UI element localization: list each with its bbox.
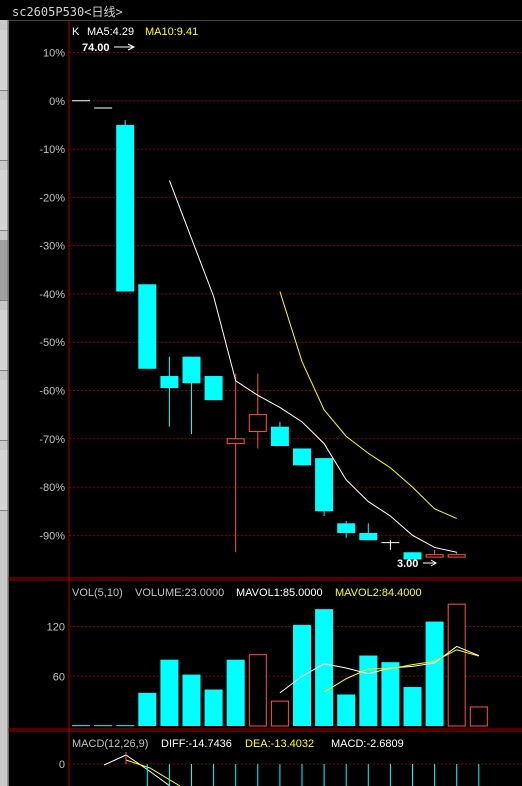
volume-bars	[72, 603, 488, 727]
candles	[72, 100, 466, 560]
dea-legend: DEA:-13.4032	[245, 738, 314, 750]
ma10-line	[279, 291, 457, 519]
tab-icon-3[interactable]	[0, 170, 8, 231]
tab-icon-2[interactable]	[0, 100, 8, 161]
candle-body	[359, 532, 378, 541]
tab-icon-1[interactable]	[0, 30, 8, 91]
candle-body	[270, 426, 289, 447]
high-annotation: 74.00	[82, 42, 136, 54]
low-annotation: 3.00	[397, 558, 437, 570]
price-ytick-label: -80%	[39, 482, 65, 494]
candle-body	[447, 554, 466, 558]
volume-ytick-label: 60	[53, 671, 65, 683]
volume-bar	[315, 609, 334, 726]
volume-bar	[138, 692, 157, 726]
candle-body	[403, 552, 422, 560]
price-ytick-label: -30%	[39, 241, 65, 253]
window-title-bar: sc2605P530<日线>	[0, 0, 522, 21]
volume-ma-lines	[279, 645, 479, 694]
candle-body	[116, 124, 135, 292]
volume-bar	[248, 654, 267, 727]
price-ytick-label: 0%	[49, 96, 65, 108]
volume-bar	[160, 659, 179, 726]
candle-body	[425, 554, 444, 558]
ma10-legend: MA10:9.41	[145, 26, 198, 38]
volume-bar	[425, 621, 444, 726]
panel-frames	[7, 20, 522, 786]
volume-bar	[337, 694, 356, 726]
price-ytick-label: 10%	[43, 47, 65, 59]
volume-bar	[94, 725, 113, 727]
price-legend-prefix: K	[72, 26, 80, 38]
macd-ytick-0: 0	[59, 759, 65, 771]
volume-bar	[447, 603, 466, 727]
price-y-axis: 10% 0% -10% -20% -30% -40% -50% -60% -70% -80% -90…	[39, 47, 65, 542]
mavol2-legend: MAVOL2:84.4000	[335, 587, 422, 599]
volume-ytick-label: 120	[47, 622, 65, 634]
mavol1-legend: MAVOL1:85.0000	[236, 587, 323, 599]
candle-body	[204, 376, 223, 401]
volume-bar	[226, 659, 245, 726]
candle-body	[226, 438, 245, 445]
volume-y-axis: 60 120	[47, 622, 65, 684]
ma-lines	[168, 180, 457, 553]
price-ytick-label: -70%	[39, 434, 65, 446]
volume-bar	[182, 674, 201, 726]
volume-bar	[381, 662, 400, 726]
mavol2-line	[323, 649, 479, 693]
volume-bar	[204, 689, 223, 726]
candle-body	[293, 448, 311, 466]
window-title: sc2605P530<日线>	[12, 5, 123, 19]
mavol1-line	[279, 645, 479, 694]
volume-bar	[359, 655, 378, 726]
candle-body	[248, 414, 267, 433]
price-grid	[69, 51, 522, 536]
low-label: 3.00	[397, 558, 418, 570]
macd-marks	[103, 752, 480, 786]
macd-diff-line	[103, 754, 171, 786]
tab-icon-6[interactable]	[0, 380, 8, 441]
volume-bar	[270, 700, 289, 727]
macd-legend-prefix: MACD(12,26,9)	[72, 738, 148, 750]
candle-body	[138, 284, 157, 369]
high-label: 74.00	[82, 42, 110, 54]
price-ytick-label: -60%	[39, 386, 65, 398]
macd-dea-line	[125, 759, 181, 786]
price-ytick-label: -40%	[39, 289, 65, 301]
volume-bar	[469, 706, 488, 727]
volume-bar	[293, 624, 311, 726]
volume-bar	[116, 725, 135, 727]
volume-legend: VOLUME:23.0000	[135, 587, 224, 599]
tab-icon-7[interactable]	[0, 450, 8, 511]
macd-value-legend: MACD:-2.6809	[331, 738, 404, 750]
tab-icon-5[interactable]	[0, 310, 8, 371]
candle-body	[337, 523, 356, 533]
ma5-legend: MA5:4.29	[87, 26, 134, 38]
candle-body	[315, 458, 334, 512]
candle-body	[182, 356, 201, 384]
volume-grid	[69, 626, 522, 677]
candle-body	[160, 376, 179, 389]
price-ytick-label: -10%	[39, 144, 65, 156]
diff-legend: DIFF:-14.7436	[161, 738, 232, 750]
price-ytick-label: -90%	[39, 530, 65, 542]
volume-bar	[72, 725, 90, 727]
price-ytick-label: -50%	[39, 337, 65, 349]
vol-legend-prefix: VOL(5,10)	[72, 587, 123, 599]
tab-icon-4[interactable]	[0, 240, 8, 301]
price-ytick-label: -20%	[39, 192, 65, 204]
ma5-line	[168, 180, 457, 553]
volume-bar	[403, 687, 422, 726]
